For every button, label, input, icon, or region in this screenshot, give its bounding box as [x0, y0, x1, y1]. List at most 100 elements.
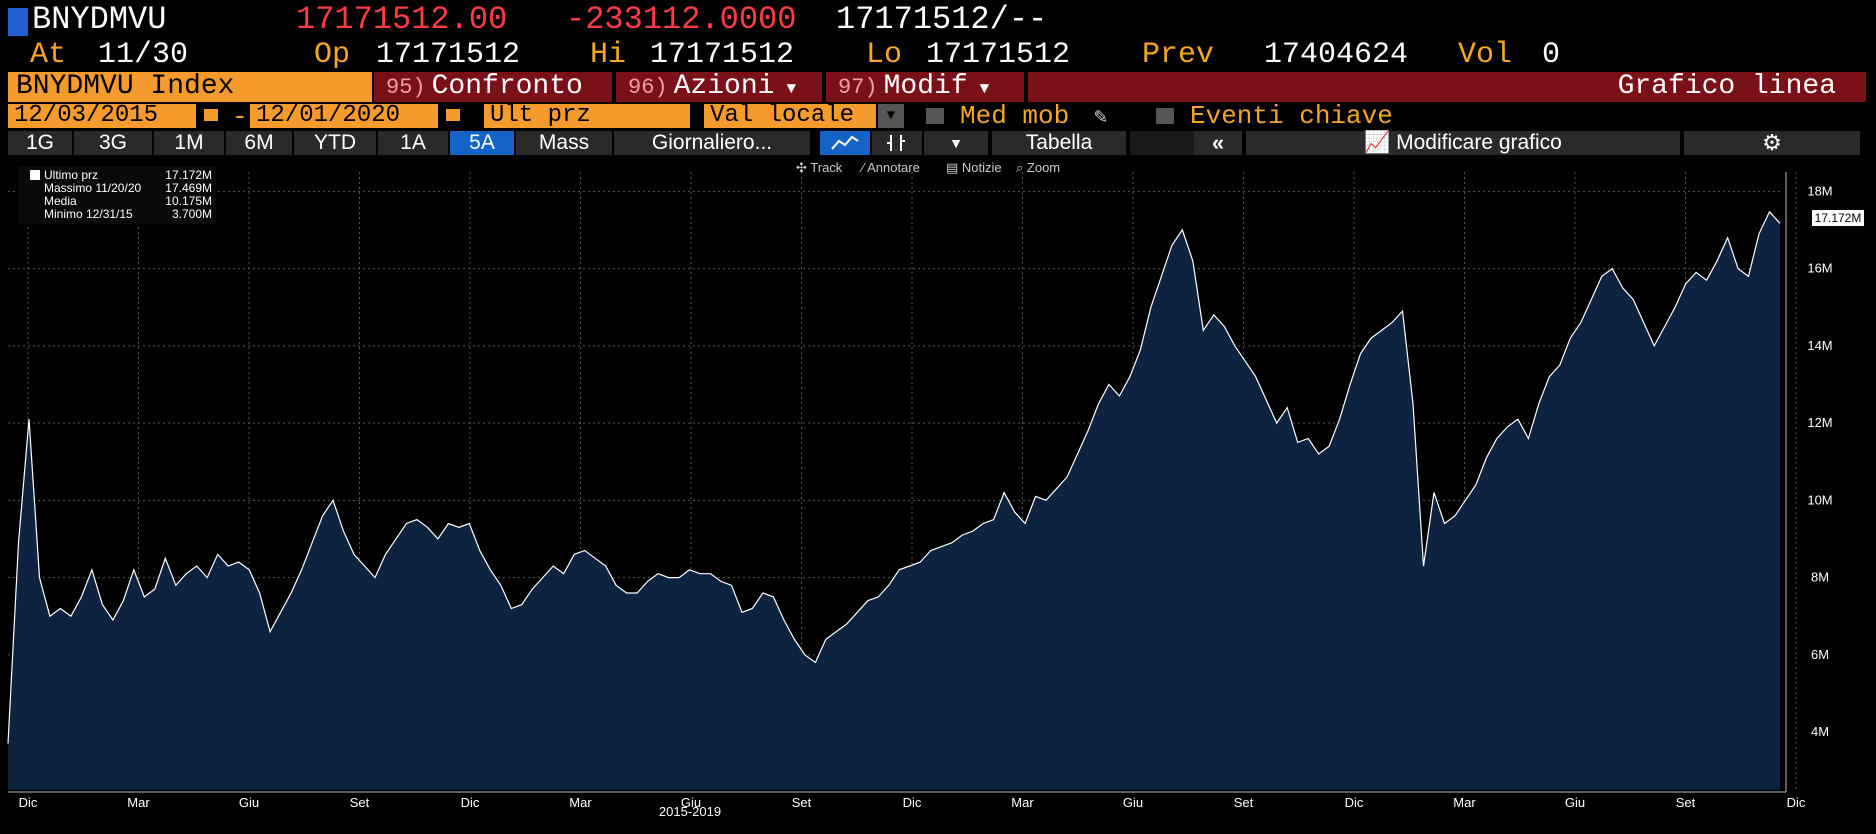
period-button-1g[interactable]: 1G — [8, 131, 72, 155]
compare-menu-label: Confronto — [431, 71, 583, 102]
prev-value: 17404624 — [1264, 38, 1409, 72]
table-button[interactable]: Tabella — [992, 131, 1126, 155]
volume-label: Vol — [1458, 38, 1513, 72]
legend-value: 17.172M — [165, 168, 212, 182]
edit-chart-label: Modificare grafico — [1396, 131, 1562, 154]
track-tool[interactable]: ✣ Track — [796, 160, 843, 175]
price-line — [7, 210, 1781, 744]
x-tick-label: Mar — [1453, 795, 1476, 810]
open-value: 17171512 — [376, 38, 521, 72]
annotate-label: Annotare — [867, 160, 920, 175]
x-tick-label: Dic — [1787, 795, 1806, 810]
annotate-tool[interactable]: ⁄ Annotare — [859, 160, 920, 175]
line-chart-icon[interactable] — [820, 131, 870, 155]
actions-menu[interactable]: 96) Azioni ▼ — [616, 72, 822, 102]
moving-average-checkbox[interactable] — [926, 108, 944, 124]
ticker-symbol[interactable]: BNYDMVU — [32, 1, 167, 38]
x-tick-label: Set — [1676, 795, 1696, 810]
zoom-label: Zoom — [1027, 160, 1060, 175]
frequency-select[interactable]: Giornaliero... — [614, 131, 810, 155]
field-select[interactable]: Ult prz — [484, 104, 690, 128]
key-events-checkbox[interactable] — [1156, 108, 1174, 124]
period-button-6m[interactable]: 6M — [226, 131, 292, 155]
x-tick-label: Set — [792, 795, 812, 810]
x-tick-label: Dic — [1345, 795, 1364, 810]
legend-label: Ultimo prz — [44, 168, 98, 182]
open-label: Op — [314, 38, 351, 72]
x-tick-label: Set — [1234, 795, 1254, 810]
x-tick-label: Set — [350, 795, 370, 810]
security-color-swatch — [8, 8, 28, 36]
high-label: Hi — [590, 38, 627, 72]
y-tick-label: 4M — [1811, 724, 1829, 739]
y-tick-label: 12M — [1807, 415, 1832, 430]
chevron-down-icon[interactable]: ▼ — [878, 104, 904, 128]
at-label: At — [30, 38, 67, 72]
search-icon: ⌕ — [1016, 160, 1027, 175]
x-tick-label: Dic — [461, 795, 480, 810]
legend-value: 17.469M — [165, 181, 212, 195]
actions-menu-label: Azioni — [673, 71, 775, 102]
gear-icon[interactable]: ⚙ — [1684, 131, 1860, 155]
crosshair-icon: ✣ — [796, 160, 810, 175]
chevron-down-icon: ▼ — [786, 80, 797, 98]
y-tick-label: 10M — [1807, 492, 1832, 507]
chevron-down-icon: ▼ — [979, 80, 990, 98]
chart-type-title: Grafico linea — [1028, 72, 1866, 102]
period-button-3g[interactable]: 3G — [74, 131, 152, 155]
y-tick-label: 16M — [1807, 261, 1832, 276]
edit-menu-number: 97) — [838, 75, 878, 100]
price-area — [8, 211, 1780, 791]
legend-value: 3.700M — [172, 207, 212, 221]
price-chart[interactable]: ✣ Track ⁄ Annotare ▤ Notizie ⌕ Zoom 4M 6M… — [0, 158, 1876, 834]
currency-select[interactable]: Val locale — [704, 104, 876, 128]
calendar-icon[interactable] — [444, 107, 462, 123]
period-button-1m[interactable]: 1M — [154, 131, 224, 155]
zoom-tool[interactable]: ⌕ Zoom — [1016, 160, 1060, 175]
compare-menu[interactable]: 95) Confronto — [374, 72, 612, 102]
calendar-icon[interactable] — [202, 107, 220, 123]
chart-legend: Ultimo prz 17.172M Massimo 11/20/20 17.469M… — [18, 166, 216, 224]
date-to-input[interactable]: 12/01/2020 — [250, 104, 438, 128]
legend-label: Massimo 11/20/20 — [44, 181, 141, 195]
period-button-max[interactable]: Mass — [516, 131, 612, 155]
news-tool[interactable]: ▤ Notizie — [946, 160, 1002, 175]
last-price: 17171512.00 — [296, 1, 508, 38]
pencil-icon: ⁄ — [859, 160, 867, 175]
last-value-text: 17.172M — [1815, 211, 1862, 225]
last-value-badge — [1812, 210, 1864, 226]
x-tick-label: Dic — [19, 795, 38, 810]
x-tick-label: Dic — [903, 795, 922, 810]
chevron-down-icon[interactable]: ▼ — [924, 131, 988, 155]
date-separator: - — [232, 102, 248, 132]
news-icon: ▤ — [946, 160, 962, 175]
y-tick-label: 18M — [1807, 183, 1832, 198]
at-value: 11/30 — [98, 38, 189, 72]
legend-label: Minimo 12/31/15 — [44, 207, 133, 221]
high-value: 17171512 — [650, 38, 795, 72]
period-button-5a[interactable]: 5A — [450, 131, 514, 155]
x-tick-label: Mar — [127, 795, 150, 810]
legend-label: Media — [44, 194, 77, 208]
period-button-1a[interactable]: 1A — [378, 131, 448, 155]
x-tick-label: Giu — [681, 795, 701, 810]
news-label: Notizie — [962, 160, 1002, 175]
date-from-input[interactable]: 12/03/2015 — [8, 104, 196, 128]
low-label: Lo — [866, 38, 903, 72]
edit-menu[interactable]: 97) Modif ▼ — [826, 72, 1024, 102]
legend-value: 10.175M — [165, 194, 212, 208]
pencil-icon[interactable]: ✎ — [1094, 105, 1108, 130]
track-label: Track — [810, 160, 843, 175]
bar-chart-icon[interactable] — [872, 131, 922, 155]
x-range-label: 2015-2019 — [659, 804, 721, 819]
compare-menu-number: 95) — [386, 75, 426, 100]
period-button-ytd[interactable]: YTD — [294, 131, 376, 155]
security-field[interactable]: BNYDMVU Index — [8, 72, 372, 102]
chart-edit-icon: 📈 — [1364, 131, 1391, 154]
collapse-icon[interactable]: « — [1194, 131, 1242, 155]
volume-value: 0 — [1542, 38, 1561, 72]
actions-menu-number: 96) — [628, 75, 668, 100]
edit-chart-button[interactable]: 📈 Modificare grafico — [1246, 131, 1680, 155]
x-tick-label: Giu — [1123, 795, 1143, 810]
x-tick-label: Giu — [1565, 795, 1585, 810]
